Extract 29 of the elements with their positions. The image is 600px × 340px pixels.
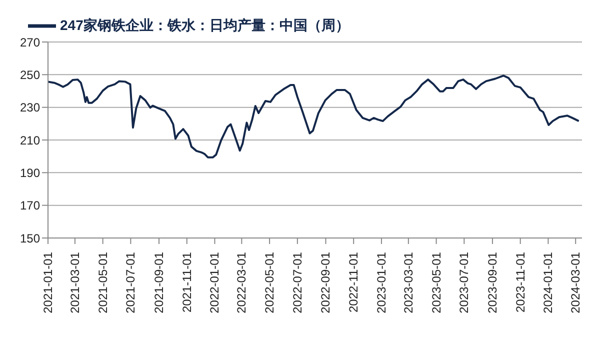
- y-tick-label: 270: [20, 35, 40, 50]
- x-tick-label: 2022-07-01: [290, 252, 304, 314]
- line-series: [48, 74, 580, 158]
- x-tick-label: 2023-07-01: [457, 252, 472, 314]
- x-tick-label: 2024-01-01: [541, 252, 556, 314]
- x-tick-label: 2023-09-01: [485, 252, 500, 314]
- x-tick-label: 2022-05-01: [262, 252, 277, 314]
- x-tick-label: 2021-05-01: [96, 252, 110, 314]
- legend-label: 247家钢铁企业：铁水：日均产量：中国（周）: [60, 17, 350, 34]
- x-tick-label: 2023-01-01: [374, 252, 388, 314]
- x-tick-label: 2021-11-01: [180, 252, 194, 312]
- x-tick-label: 2023-05-01: [429, 252, 444, 314]
- x-tick-label: 2022-11-01: [346, 252, 361, 312]
- x-tick-label: 2021-07-01: [124, 252, 138, 314]
- y-tick-label: 190: [20, 166, 40, 180]
- x-tick-label: 2022-03-01: [234, 252, 249, 314]
- x-tick-label: 2023-03-01: [401, 252, 416, 314]
- x-tick-label: 2024-03-01: [568, 252, 583, 314]
- x-tick-label: 2023-11-01: [513, 252, 528, 312]
- x-tick-label: 2021-03-01: [68, 252, 82, 314]
- y-tick-label: 210: [20, 133, 40, 148]
- x-tick-label: 2022-01-01: [208, 252, 222, 314]
- x-tick-label: 2021-01-01: [41, 252, 55, 314]
- x-tick-label: 2022-09-01: [318, 252, 333, 314]
- y-tick-label: 250: [20, 68, 40, 82]
- y-tick-label: 150: [20, 231, 40, 246]
- y-tick-label: 170: [20, 198, 40, 213]
- x-tick-label: 2021-09-01: [152, 252, 166, 314]
- y-tick-label: 230: [20, 100, 40, 115]
